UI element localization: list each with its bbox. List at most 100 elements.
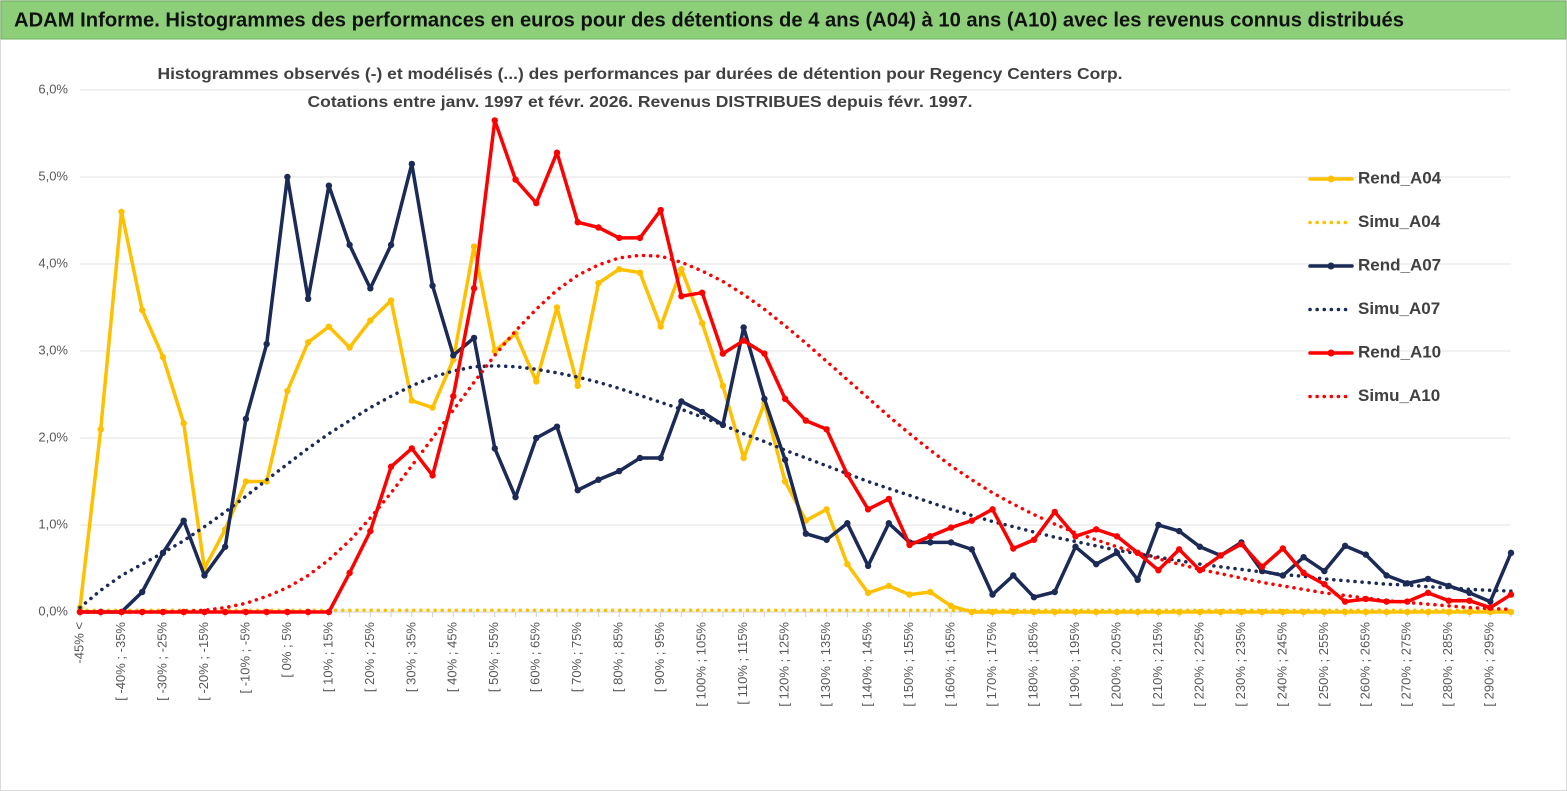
point bbox=[450, 393, 457, 400]
point bbox=[1279, 545, 1287, 552]
x-tick-label: [ 190% ; 195% bbox=[1067, 622, 1082, 707]
point bbox=[885, 495, 893, 503]
point bbox=[201, 572, 208, 579]
point bbox=[989, 506, 996, 513]
legend-label: Simu_A07 bbox=[1358, 299, 1440, 318]
point bbox=[636, 234, 644, 242]
point bbox=[616, 234, 623, 242]
point bbox=[1051, 508, 1058, 516]
point bbox=[201, 608, 208, 616]
point bbox=[927, 588, 934, 596]
point bbox=[823, 506, 830, 513]
x-tick-label: [ 230% ; 235% bbox=[1233, 622, 1248, 707]
point bbox=[574, 219, 581, 226]
x-tick-label: [ 150% ; 155% bbox=[901, 622, 916, 707]
point bbox=[947, 539, 955, 546]
x-tick-label: [ 20% ; 25% bbox=[362, 622, 377, 693]
point bbox=[698, 319, 706, 327]
point bbox=[1445, 597, 1452, 604]
point bbox=[864, 562, 872, 570]
point bbox=[1175, 546, 1183, 553]
point bbox=[1321, 580, 1328, 588]
point bbox=[408, 397, 416, 404]
point bbox=[304, 339, 312, 346]
point bbox=[263, 340, 270, 348]
point bbox=[470, 334, 478, 342]
model-line bbox=[78, 364, 1513, 610]
point bbox=[823, 536, 830, 543]
point bbox=[574, 487, 581, 494]
point bbox=[719, 382, 727, 389]
point bbox=[1507, 591, 1515, 598]
point bbox=[1155, 567, 1162, 574]
point bbox=[1196, 543, 1204, 550]
point bbox=[844, 560, 851, 568]
point bbox=[387, 463, 395, 470]
point bbox=[864, 506, 872, 513]
point bbox=[408, 160, 416, 168]
point bbox=[989, 591, 996, 598]
point bbox=[491, 445, 498, 452]
point bbox=[408, 445, 416, 452]
point bbox=[927, 533, 934, 540]
point bbox=[595, 476, 602, 483]
x-tick-label: [ 80% ; 85% bbox=[611, 622, 626, 693]
point bbox=[1383, 572, 1390, 579]
point bbox=[429, 404, 436, 411]
x-tick-label: [ 10% ; 15% bbox=[320, 622, 335, 693]
point bbox=[512, 176, 519, 183]
legend-marker bbox=[1327, 262, 1335, 270]
point bbox=[947, 602, 955, 610]
point bbox=[346, 241, 353, 249]
point bbox=[1030, 594, 1038, 601]
point bbox=[989, 608, 996, 616]
point bbox=[325, 323, 333, 330]
x-tick-label: [ 250% ; 255% bbox=[1316, 622, 1331, 707]
point bbox=[1010, 572, 1017, 579]
point bbox=[802, 417, 810, 424]
point bbox=[242, 478, 250, 485]
legend-label: Rend_A04 bbox=[1358, 168, 1442, 187]
point bbox=[139, 306, 146, 314]
point bbox=[947, 524, 955, 531]
x-tick-label: [ 70% ; 75% bbox=[569, 622, 584, 693]
y-tick-label: 5,0% bbox=[38, 168, 68, 183]
legend-marker bbox=[1327, 349, 1335, 357]
point bbox=[740, 324, 747, 331]
point bbox=[740, 337, 747, 344]
point bbox=[1258, 608, 1266, 616]
point bbox=[781, 456, 789, 463]
point bbox=[616, 266, 623, 273]
observed-line bbox=[78, 162, 1513, 614]
point bbox=[367, 285, 374, 292]
point bbox=[387, 241, 395, 249]
x-tick-label: [ 200% ; 205% bbox=[1108, 622, 1123, 707]
x-tick-label: [ 240% ; 245% bbox=[1274, 622, 1289, 707]
point bbox=[1362, 551, 1370, 558]
x-tick-label: [ 30% ; 35% bbox=[403, 622, 418, 693]
x-tick-label: [ -40% ; -35% bbox=[113, 622, 128, 701]
y-tick-label: 3,0% bbox=[38, 342, 68, 357]
point bbox=[927, 539, 934, 546]
y-tick-label: 2,0% bbox=[38, 429, 68, 444]
point bbox=[616, 467, 623, 475]
x-tick-label: [ 40% ; 45% bbox=[445, 622, 460, 693]
point bbox=[1010, 545, 1017, 552]
point bbox=[698, 289, 706, 296]
point bbox=[678, 292, 685, 300]
point bbox=[367, 527, 374, 535]
point bbox=[1155, 521, 1162, 529]
point bbox=[1072, 543, 1079, 550]
point bbox=[885, 520, 893, 527]
point bbox=[844, 520, 851, 527]
point bbox=[367, 317, 374, 324]
x-tick-label: [ 180% ; 185% bbox=[1025, 622, 1040, 707]
point bbox=[1487, 598, 1494, 605]
y-tick-label: 0,0% bbox=[38, 603, 68, 618]
point bbox=[657, 323, 664, 330]
point bbox=[97, 426, 104, 433]
point bbox=[844, 471, 851, 478]
point bbox=[657, 454, 664, 462]
point bbox=[242, 415, 250, 423]
